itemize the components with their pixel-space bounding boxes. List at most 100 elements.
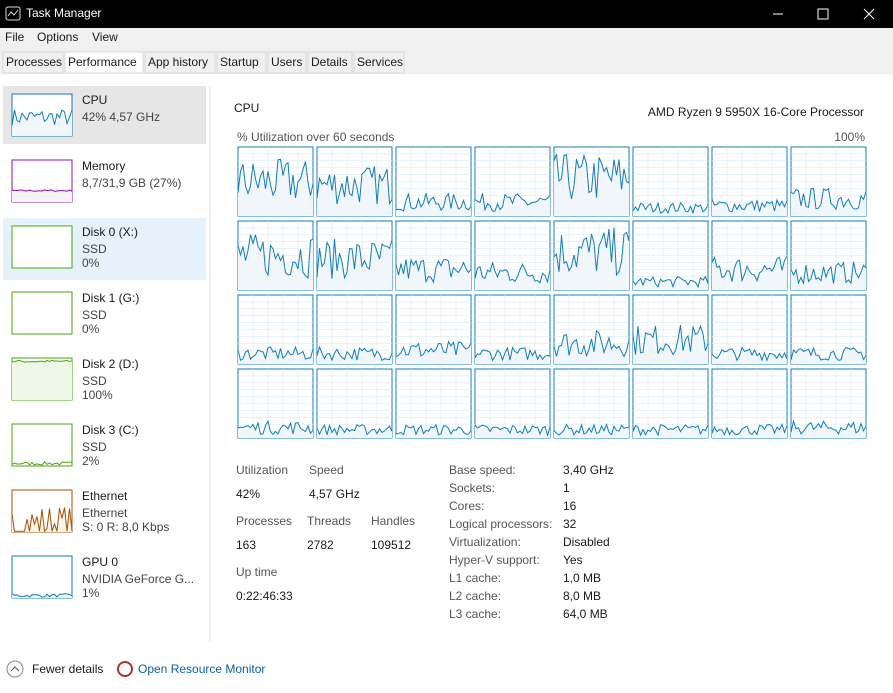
- core-line-area: [554, 154, 629, 216]
- core-line: [237, 158, 314, 198]
- core-line: [790, 261, 867, 286]
- sidebar-detail: 42% 4,57 GHz: [82, 110, 160, 124]
- core-line: [711, 346, 788, 362]
- core-line-area: [554, 424, 629, 438]
- core-line-area: [633, 276, 708, 290]
- core-line: [553, 227, 630, 277]
- core-line: [790, 419, 867, 436]
- sidebar-name: Disk 2 (D:): [82, 357, 139, 371]
- spec-label: Base speed:: [449, 463, 516, 477]
- tab[interactable]: [353, 51, 405, 74]
- core-line: [395, 340, 472, 358]
- thumb-line: [11, 109, 73, 126]
- tab-label: Processes: [6, 55, 62, 69]
- sidebar-name: GPU 0: [82, 555, 118, 569]
- spec-label: Sockets:: [449, 481, 495, 495]
- core-line-area: [791, 188, 866, 216]
- core-line-area: [791, 421, 866, 438]
- thumb-line-area: [12, 360, 72, 400]
- stat-label: Processes: [236, 514, 292, 528]
- sidebar-detail: 0%: [82, 322, 100, 336]
- sidebar-kind: SSD: [82, 440, 107, 454]
- stat-label: Up time: [236, 565, 278, 579]
- spec-label: Cores:: [449, 499, 484, 513]
- sidebar-name: Ethernet: [82, 489, 128, 503]
- core-line-area: [396, 193, 471, 216]
- menu-item[interactable]: Options: [37, 30, 78, 44]
- tab[interactable]: [267, 51, 307, 74]
- core-line: [553, 329, 630, 358]
- title-bar: [0, 0, 893, 28]
- sidebar-kind: Ethernet: [82, 506, 128, 520]
- spec-label: L2 cache:: [449, 589, 501, 603]
- core-line: [790, 187, 867, 211]
- processor-name: AMD Ryzen 9 5950X 16-Core Processor: [648, 105, 864, 119]
- spec-value: 32: [563, 517, 577, 531]
- tab[interactable]: [307, 51, 353, 74]
- sidebar-thumb: [11, 423, 73, 467]
- core-line: [237, 419, 314, 436]
- sidebar-detail: 100%: [82, 388, 113, 402]
- core-line-area: [633, 202, 708, 216]
- thumb-line: [11, 507, 73, 533]
- tab[interactable]: [2, 51, 64, 74]
- core-line-area: [238, 421, 313, 438]
- stat-value: 109512: [371, 538, 411, 552]
- close-button[interactable]: [863, 8, 875, 20]
- sidebar-detail: S: 0 R: 8,0 Kbps: [82, 520, 169, 534]
- core-line: [632, 275, 709, 289]
- resource-monitor-link[interactable]: Open Resource Monitor: [138, 662, 265, 676]
- core-line: [316, 166, 393, 206]
- stat-value: 4,57 GHz: [309, 487, 360, 501]
- spec-value: 16: [563, 499, 577, 513]
- sidebar-detail: 2%: [82, 454, 100, 468]
- core-line: [553, 423, 630, 436]
- sidebar-thumb: [11, 225, 73, 269]
- resource-monitor-icon[interactable]: [117, 661, 133, 677]
- menu-item[interactable]: View: [92, 30, 118, 44]
- sidebar-name: Disk 1 (G:): [82, 291, 139, 305]
- core-line-area: [712, 424, 787, 438]
- fewer-details-icon[interactable]: [6, 660, 24, 678]
- spec-label: Hyper-V support:: [449, 553, 540, 567]
- fewer-details[interactable]: Fewer details: [32, 662, 103, 676]
- core-line-area: [712, 347, 787, 364]
- core-line-area: [396, 341, 471, 364]
- core-line-area: [633, 325, 708, 364]
- menu-item[interactable]: File: [5, 30, 25, 44]
- core-line-area: [791, 261, 866, 290]
- stat-value: 2782: [307, 538, 334, 552]
- stat-label: Speed: [309, 463, 344, 477]
- core-line: [474, 424, 551, 437]
- spec-value: 8,0 MB: [563, 589, 601, 603]
- sidebar-name: Memory: [82, 159, 125, 173]
- tab-label: Startup: [220, 55, 259, 69]
- core-line-area: [396, 259, 471, 290]
- graph-max: 100%: [834, 130, 865, 144]
- spec-label: Virtualization:: [449, 535, 521, 549]
- tab-active[interactable]: [64, 51, 144, 74]
- thumb-line-area: [12, 593, 72, 598]
- tab[interactable]: [144, 51, 216, 74]
- core-line: [316, 345, 393, 362]
- maximize-button[interactable]: [817, 8, 829, 20]
- sidebar-thumb: [11, 555, 73, 599]
- tab[interactable]: [216, 51, 267, 74]
- core-line: [474, 346, 551, 362]
- core-line-area: [475, 193, 550, 216]
- core-line-area: [317, 166, 392, 216]
- core-line-area: [475, 347, 550, 364]
- core-line-area: [238, 159, 313, 216]
- core-line-area: [475, 262, 550, 290]
- spec-value: 1: [563, 481, 570, 495]
- stat-label: Threads: [307, 514, 351, 528]
- core-line: [711, 256, 788, 283]
- core-line-area: [396, 424, 471, 438]
- sidebar-detail: 1%: [82, 586, 100, 600]
- spec-value: Disabled: [563, 535, 610, 549]
- sidebar-name: CPU: [82, 93, 107, 107]
- app-icon-line: [7, 9, 19, 17]
- app-icon: [5, 6, 21, 21]
